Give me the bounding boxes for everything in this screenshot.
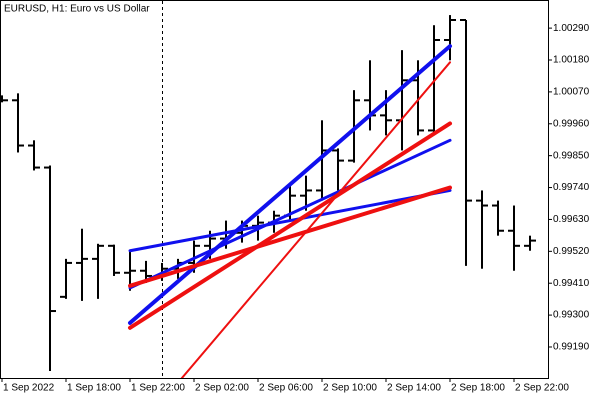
x-tick-label: 2 Sep 06:00 [259, 383, 313, 394]
y-tick-label: 1.00290 [553, 23, 590, 34]
y-tick-label: 0.99630 [553, 214, 590, 225]
y-tick-label: 0.99190 [553, 342, 590, 353]
y-tick-label: 0.99740 [553, 182, 590, 193]
chart-title: EURUSD, H1: Euro vs US Dollar [4, 4, 150, 15]
x-tick-label: 1 Sep 18:00 [67, 383, 121, 394]
y-tick-label: 0.99850 [553, 150, 590, 161]
x-tick-label: 1 Sep 2022 [3, 383, 55, 394]
x-tick-label: 2 Sep 22:00 [515, 383, 569, 394]
x-tick-label: 2 Sep 02:00 [195, 383, 249, 394]
plot-frame [0, 0, 549, 379]
x-tick-label: 2 Sep 10:00 [323, 383, 377, 394]
y-tick-label: 1.00070 [553, 87, 590, 98]
trend-line [128, 185, 452, 288]
trend-line [128, 138, 452, 290]
trend-line [128, 44, 452, 325]
x-tick-label: 2 Sep 18:00 [451, 383, 505, 394]
y-tick-label: 1.00180 [553, 55, 590, 66]
y-tick-label: 0.99520 [553, 246, 590, 257]
x-tick-label: 1 Sep 22:00 [131, 383, 185, 394]
trend-line [180, 61, 451, 378]
y-tick-label: 0.99960 [553, 118, 590, 129]
x-tick-label: 2 Sep 14:00 [387, 383, 441, 394]
y-tick-label: 0.99300 [553, 310, 590, 321]
plot-area [1, 1, 536, 378]
trend-line [128, 188, 452, 253]
trend-line [128, 121, 452, 330]
y-tick-label: 0.99410 [553, 278, 590, 289]
